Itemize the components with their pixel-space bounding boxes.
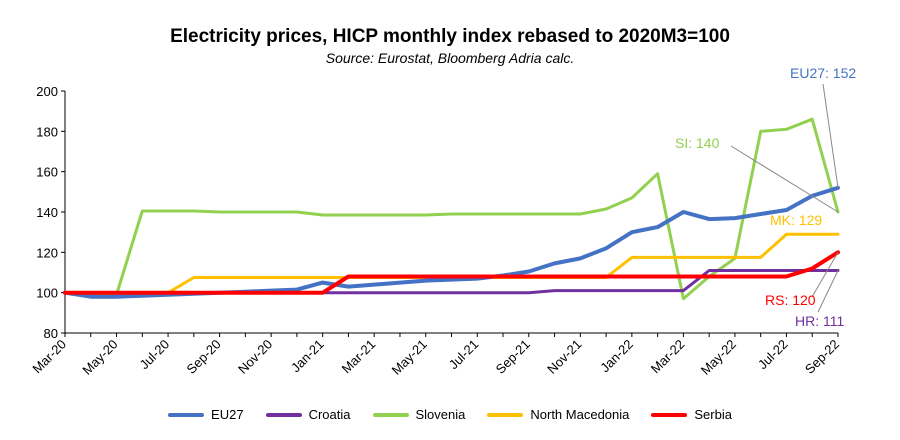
- x-tick-label: Mar-20: [29, 337, 69, 377]
- series-line-serbia: [63, 250, 840, 295]
- legend-swatch: [265, 412, 302, 417]
- series-line-north-macedonia: [63, 232, 840, 295]
- legend: EU27 Croatia Slovenia North Macedonia Serbia: [0, 407, 900, 422]
- annotation-leader-serbia: [811, 252, 839, 298]
- annotation-eu27: EU27: 152: [790, 65, 856, 81]
- x-tick-label: Sep-22: [802, 337, 842, 377]
- annotation-north-macedonia: MK: 129: [770, 212, 822, 228]
- x-tick-label: Jul-21: [446, 337, 482, 373]
- y-tick-label: 200: [36, 84, 58, 99]
- x-tick-label: Mar-22: [648, 337, 688, 377]
- x-tick-label: Jan-21: [288, 337, 327, 376]
- x-tick-label: Jul-20: [137, 337, 173, 373]
- chart-subtitle: Source: Eurostat, Bloomberg Adria calc.: [325, 50, 575, 66]
- legend-item-serbia: Serbia: [651, 407, 732, 422]
- legend-label: Slovenia: [415, 407, 466, 422]
- y-tick-label: 80: [44, 326, 58, 341]
- legend-swatch: [168, 412, 205, 417]
- legend-swatch: [651, 412, 688, 417]
- annotation-serbia: RS: 120: [765, 292, 816, 308]
- x-tick-label: May-20: [79, 337, 120, 378]
- legend-swatch: [487, 412, 524, 417]
- x-tick-label: May-22: [698, 337, 739, 378]
- legend-label: Croatia: [308, 407, 351, 422]
- chart-title: Electricity prices, HICP monthly index r…: [170, 26, 730, 47]
- y-tick-label: 180: [36, 124, 58, 139]
- series-line-eu27: [63, 185, 840, 299]
- x-tick-label: Sep-21: [493, 337, 533, 377]
- x-tick-label: Nov-20: [235, 337, 275, 377]
- annotation-croatia: HR: 111: [795, 313, 844, 329]
- y-tick-label: 100: [36, 286, 58, 301]
- legend-label: Serbia: [694, 407, 732, 422]
- annotation-leader-croatia: [817, 270, 839, 313]
- x-tick-label: Sep-20: [183, 337, 223, 377]
- annotation-leader-eu27: [822, 83, 839, 188]
- legend-item-north-macedonia: North Macedonia: [487, 407, 629, 422]
- x-tick-label: May-21: [389, 337, 430, 378]
- annotation-slovenia: SI: 140: [675, 135, 720, 151]
- y-tick-label: 120: [36, 245, 58, 260]
- legend-label: EU27: [211, 407, 244, 422]
- annotation-leader-slovenia: [730, 145, 839, 213]
- legend-label: North Macedonia: [530, 407, 630, 422]
- x-tick-label: Jul-22: [755, 337, 791, 373]
- x-tick-label: Mar-21: [339, 337, 379, 377]
- legend-swatch: [372, 412, 409, 417]
- x-tick-label: Nov-21: [544, 337, 584, 377]
- x-tick-label: Jan-22: [597, 337, 636, 376]
- legend-item-croatia: Croatia: [265, 407, 351, 422]
- legend-item-eu27: EU27: [168, 407, 244, 422]
- legend-item-slovenia: Slovenia: [372, 407, 466, 422]
- y-tick-label: 160: [36, 165, 58, 180]
- y-tick-label: 140: [36, 205, 58, 220]
